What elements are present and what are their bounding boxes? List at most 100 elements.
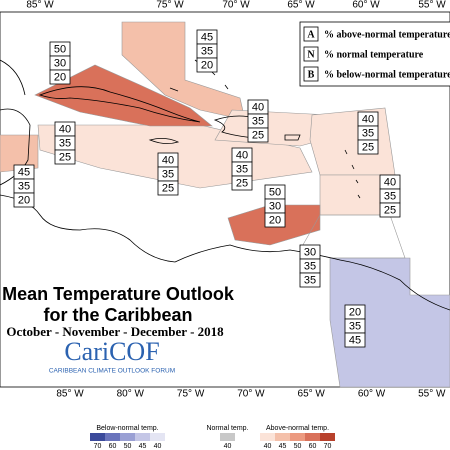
season: October - November - December - 2018 [6, 324, 224, 339]
key-box [299, 21, 450, 87]
forecast-value: 40 [59, 123, 71, 135]
coastline [0, 108, 450, 311]
legend-swatch [260, 433, 275, 441]
longitude-label: 65° W [298, 389, 326, 400]
key-letter-box [303, 46, 319, 62]
forecast-value: 20 [201, 59, 213, 71]
forecast-cell [247, 127, 269, 143]
legend-swatch [290, 433, 305, 441]
longitude-label: 75° W [156, 0, 184, 11]
logo-tagline: CARIBBEAN CLIMATE OUTLOOK FORUM [49, 368, 175, 375]
legend-swatch [275, 433, 290, 441]
key-letter: A [307, 29, 315, 40]
longitude-label: 70° W [237, 389, 265, 400]
region [299, 214, 406, 259]
forecast-value: 20 [349, 306, 361, 318]
forecast-cell [49, 69, 71, 85]
legend-tick: 60 [309, 443, 317, 450]
longitude-labels: 85° W 75° W 70° W 65° W 60° W 55° W 85° W 80° W… [26, 0, 446, 400]
key-text: % above-normal temperature [324, 29, 450, 40]
key-letter: B [308, 69, 315, 80]
legend-label: Normal temp. [206, 425, 248, 432]
legend-swatch [105, 433, 120, 441]
forecast-value: 40 [236, 149, 248, 161]
legend-label: Below-normal temp. [96, 425, 158, 432]
key-letter: N [307, 49, 315, 60]
forecast-value: 25 [59, 151, 71, 163]
longitude-label: 85° W [56, 389, 84, 400]
legend-tick: 40 [264, 443, 272, 450]
forecast-value: 25 [252, 129, 264, 141]
legend: Below-normal temp. 70 60 50 45 40 Normal temp.… [90, 425, 335, 450]
legend-tick: 40 [224, 443, 232, 450]
forecast-value: 35 [236, 163, 248, 175]
legend-tick: 70 [324, 443, 332, 450]
longitude-label: 70° W [222, 0, 250, 11]
legend-swatch [220, 433, 235, 441]
forecast-value: 20 [54, 71, 66, 83]
coastline [284, 134, 301, 141]
legend-label: Above-normal temp. [266, 425, 329, 432]
title: for the Caribbean [43, 305, 192, 325]
coastline [148, 138, 180, 144]
legend-swatch [120, 433, 135, 441]
legend-swatch [150, 433, 165, 441]
forecast-value: 35 [362, 127, 374, 139]
key-entries: A % above-normal temperature N % normal tem… [303, 26, 450, 82]
forecast-value: 35 [252, 115, 264, 127]
longitude-label: 55° W [418, 389, 446, 400]
forecast-cell [196, 57, 218, 73]
key-text: % below-normal temperature [324, 69, 450, 80]
longitude-label: 55° W [418, 0, 446, 11]
key [299, 21, 450, 87]
longitude-label: 80° W [117, 389, 145, 400]
forecast-value: 20 [18, 194, 30, 206]
forecast-cell [379, 202, 401, 218]
forecast-value: 35 [349, 320, 361, 332]
coastline [38, 86, 201, 123]
forecast-cell [357, 139, 379, 155]
forecast-value: 45 [349, 334, 361, 346]
forecast-value: 35 [384, 190, 396, 202]
forecast-cell [13, 192, 35, 208]
longitude-label: 65° W [287, 0, 315, 11]
forecast-value: 35 [304, 274, 316, 286]
forecast-value: 45 [18, 166, 30, 178]
legend-swatch [305, 433, 320, 441]
longitude-label: 60° W [352, 0, 380, 11]
region [329, 257, 450, 388]
forecast-value: 30 [269, 200, 281, 212]
forecast-value: 35 [304, 260, 316, 272]
logo: CariCOF [64, 337, 159, 366]
forecast-value: 45 [201, 31, 213, 43]
legend-tick: 45 [139, 443, 147, 450]
forecast-value: 20 [269, 214, 281, 226]
legend-swatch [90, 433, 105, 441]
forecast-value: 30 [304, 246, 316, 258]
forecast-cell [299, 272, 321, 288]
key-letter-box [303, 26, 319, 42]
forecast-value: 50 [269, 186, 281, 198]
forecast-value: 40 [162, 154, 174, 166]
legend-tick: 45 [279, 443, 287, 450]
title: Mean Temperature Outlook [2, 284, 235, 304]
forecast-value: 40 [384, 176, 396, 188]
legend-swatch [135, 433, 150, 441]
forecast-value: 25 [236, 177, 248, 189]
legend-tick: 50 [124, 443, 132, 450]
forecast-value: 35 [18, 180, 30, 192]
forecast-cell [157, 180, 179, 196]
forecast-value: 40 [362, 113, 374, 125]
forecast-value: 35 [201, 45, 213, 57]
legend-tick: 70 [94, 443, 102, 450]
longitude-label: 60° W [358, 389, 386, 400]
forecast-cell [231, 175, 253, 191]
key-letter-box [303, 66, 319, 82]
longitude-label: 85° W [26, 0, 54, 11]
key-text: % normal temperature [324, 49, 424, 60]
forecast-cell [344, 332, 366, 348]
forecast-value: 25 [384, 204, 396, 216]
forecast-value: 25 [162, 182, 174, 194]
forecast-cell [54, 149, 76, 165]
